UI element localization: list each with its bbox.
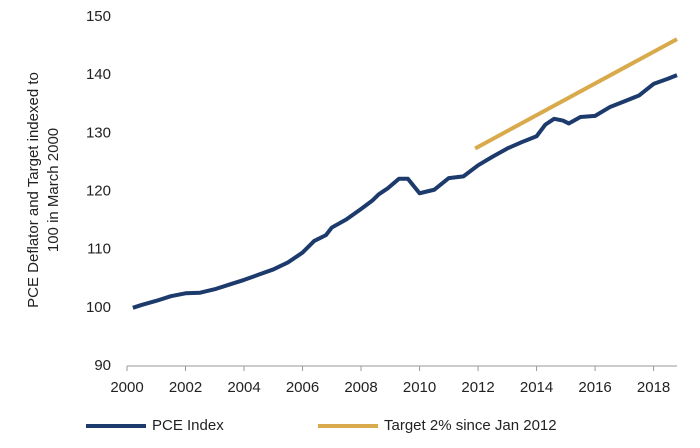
x-tick-label: 2004 <box>227 379 260 396</box>
y-tick-label: 110 <box>87 241 111 258</box>
y-tick-label: 100 <box>86 299 111 316</box>
x-tick-label: 2016 <box>578 379 611 396</box>
y-tick-label: 140 <box>86 66 111 83</box>
x-tick-label: 2012 <box>461 379 494 396</box>
x-tick-label: 2010 <box>403 379 436 396</box>
legend-label: Target 2% since Jan 2012 <box>384 417 557 434</box>
y-axis-label: 100 in March 2000 <box>45 128 62 252</box>
legend-label: PCE Index <box>152 417 224 434</box>
x-tick-label: 2002 <box>169 379 202 396</box>
x-tick-label: 2006 <box>286 379 319 396</box>
y-tick-label: 90 <box>94 357 111 374</box>
y-tick-label: 150 <box>86 8 111 25</box>
series-line <box>474 37 678 151</box>
x-tick-label: 2018 <box>637 379 670 396</box>
x-tick-label: 2000 <box>110 379 143 396</box>
y-tick-label: 130 <box>86 124 111 141</box>
y-tick-label: 120 <box>86 182 111 199</box>
series-line <box>132 73 678 310</box>
x-tick-label: 2014 <box>520 379 553 396</box>
x-tick-label: 2008 <box>344 379 377 396</box>
y-axis-label: PCE Deflator and Target indexed to <box>25 72 42 308</box>
